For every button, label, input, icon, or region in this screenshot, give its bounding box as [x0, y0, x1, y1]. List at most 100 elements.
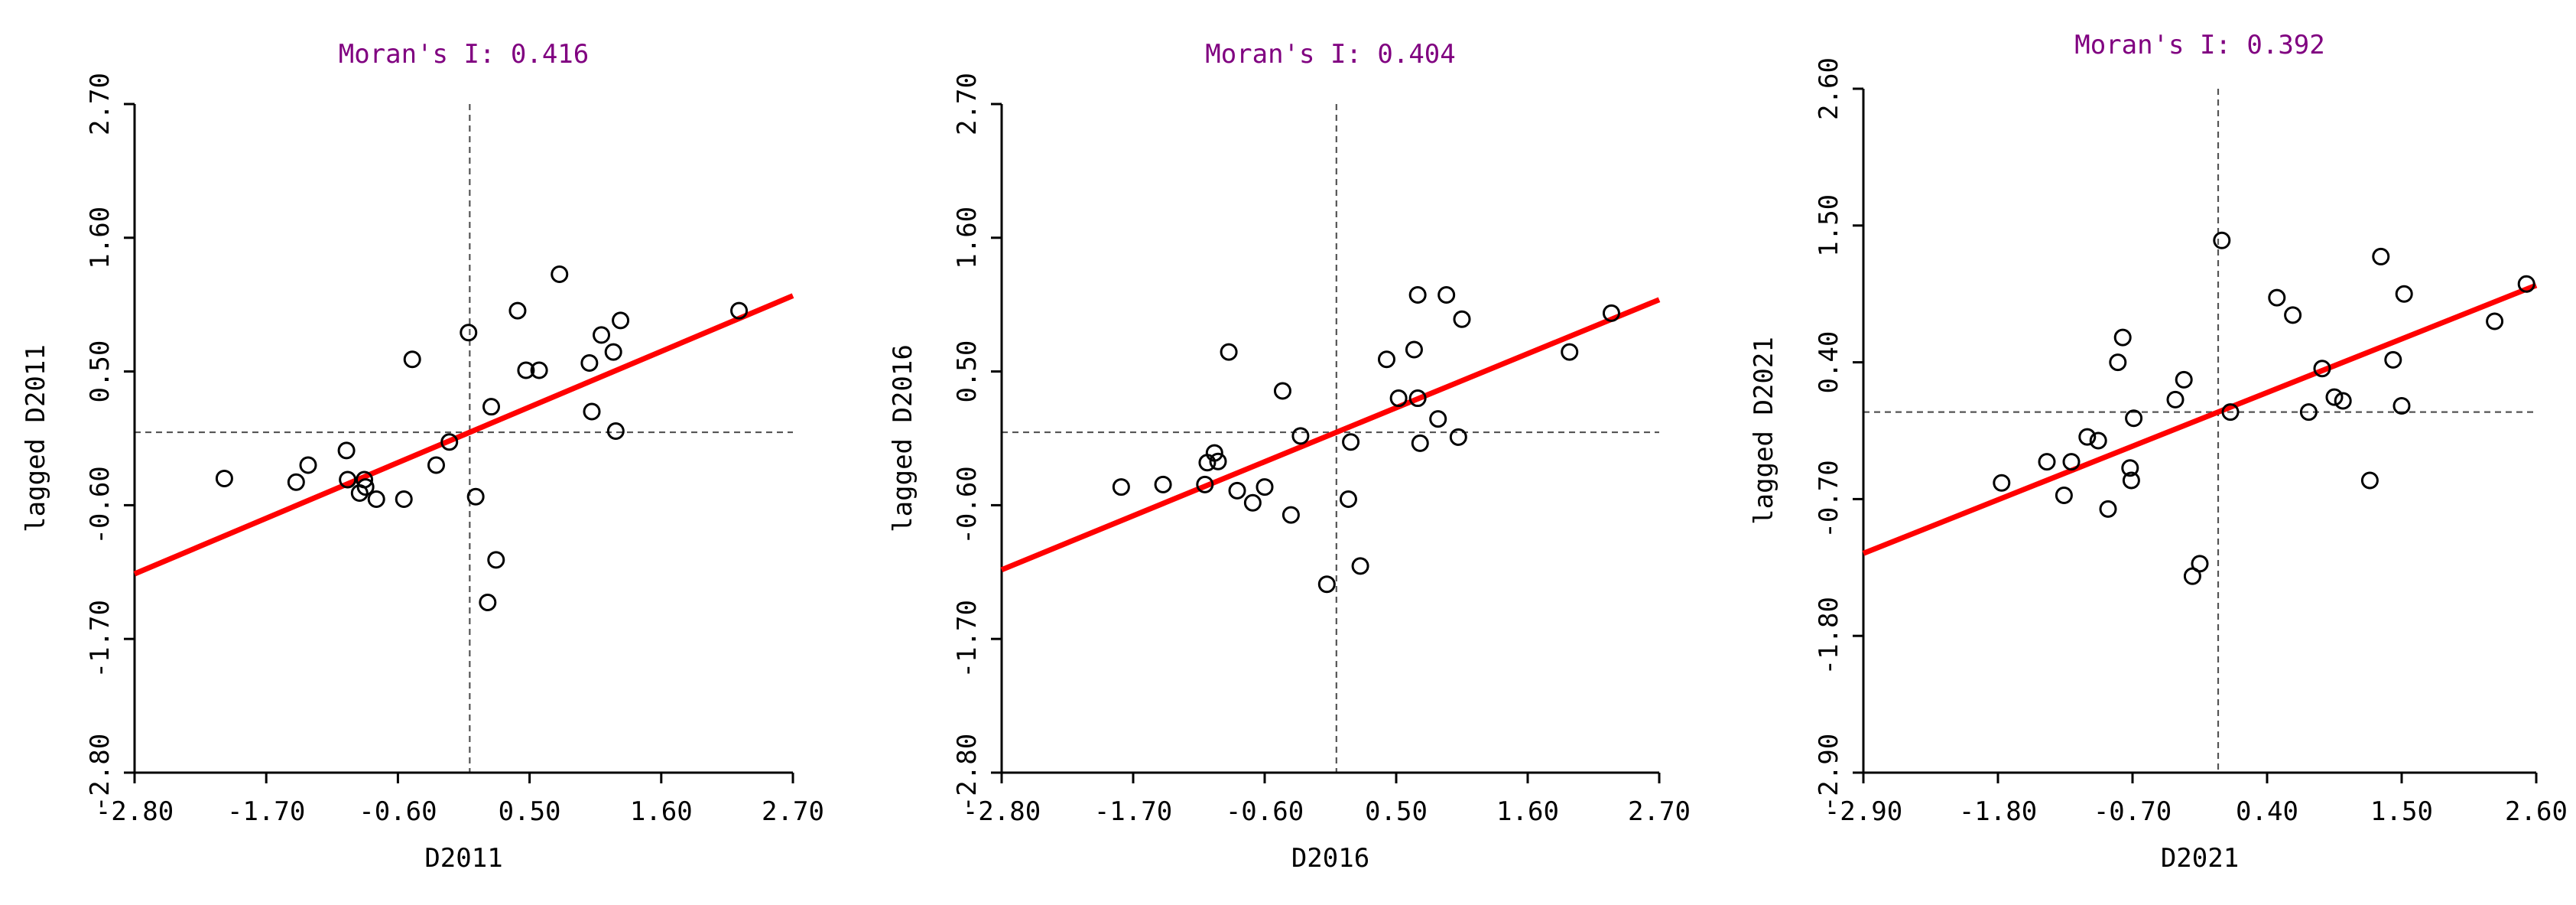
scatter-point: [2109, 353, 2127, 372]
y-tick-label: -1.70: [85, 600, 115, 678]
x-tick-label: 2.70: [762, 796, 824, 827]
scatter-point: [215, 469, 233, 487]
scatter-point: [395, 490, 413, 508]
scatter-point: [2395, 285, 2413, 303]
x-axis-label: D2016: [1291, 843, 1369, 874]
y-tick-label: 0.40: [1814, 331, 1844, 394]
chart-title: Moran's I: 0.416: [339, 39, 590, 70]
x-tick-label: -0.60: [359, 796, 437, 827]
x-tick-label: 0.50: [499, 796, 561, 827]
y-tick-label: 2.70: [952, 73, 983, 135]
scatter-point: [466, 487, 485, 506]
y-tick-label: 2.60: [1814, 57, 1844, 120]
chart-title: Moran's I: 0.392: [2074, 30, 2325, 60]
scatter-point: [1993, 474, 2011, 492]
y-tick-label: -2.80: [952, 734, 983, 812]
scatter-point: [2313, 360, 2331, 378]
scatter-point: [1228, 481, 1246, 500]
y-axis-label: lagged D2011: [21, 344, 51, 532]
x-axis-label: D2021: [2161, 843, 2239, 874]
scatter-point: [1408, 285, 1427, 304]
scatter-point: [2372, 247, 2390, 265]
scatter-point: [1273, 382, 1291, 400]
scatter-point: [2392, 396, 2411, 415]
scatter-point: [2268, 288, 2286, 307]
x-tick-label: 2.60: [2505, 796, 2568, 827]
scatter-point: [2299, 403, 2318, 422]
scatter-point: [1342, 433, 1360, 451]
scatter-point: [2284, 306, 2302, 324]
scatter-point: [1408, 389, 1427, 408]
y-tick-label: -2.80: [85, 734, 115, 812]
y-tick-label: 1.50: [1814, 194, 1844, 257]
scatter-point: [1405, 340, 1423, 359]
scatter-point: [1449, 428, 1467, 446]
scatter-point: [1411, 434, 1429, 452]
scatter-point: [2113, 328, 2132, 347]
moran-scatterplot-d2011: -2.80 -1.70 -0.60 0.50 1.60 2.70 -2.80 -1.70 -0.…: [21, 39, 824, 874]
x-tick-label: -2.80: [96, 796, 174, 827]
scatter-point: [1437, 285, 1456, 304]
moran-scatterplot-d2021: -2.90 -1.80 -0.70 0.40 1.50 2.60 -2.90 -1.80 -0.…: [1749, 30, 2568, 874]
scatter-point: [2166, 390, 2185, 409]
scatter-point: [1205, 444, 1223, 462]
scatter-point: [287, 473, 305, 491]
scatter-point: [2175, 370, 2193, 389]
regression-line: [1000, 297, 1661, 573]
scatter-point: [1220, 343, 1238, 361]
x-tick-label: -1.70: [1094, 796, 1172, 827]
scatter-point: [2078, 428, 2097, 446]
scatter-point: [1351, 557, 1369, 575]
y-tick-label: 2.70: [85, 73, 115, 135]
scatter-point: [2221, 403, 2240, 422]
scatter-point: [339, 470, 357, 489]
scatter-point: [1291, 427, 1310, 445]
scatter-point: [2038, 453, 2056, 471]
x-axis-label: D2011: [424, 843, 502, 874]
scatter-point: [2384, 350, 2402, 369]
scatter-point: [482, 398, 501, 416]
scatter-point: [604, 343, 622, 361]
scatter-point: [2122, 471, 2140, 490]
scatter-point: [2517, 275, 2535, 293]
scatter-point: [1317, 575, 1336, 594]
y-tick-label: -0.70: [1814, 460, 1844, 538]
regression-line: [1862, 282, 2538, 556]
scatter-point: [479, 594, 497, 612]
scatter-point: [530, 361, 548, 379]
scatter-point: [1377, 350, 1395, 369]
scatter-point: [2360, 471, 2379, 490]
scatter-point: [356, 470, 374, 489]
x-tick-label: 0.50: [1365, 796, 1428, 827]
scatter-point: [1389, 389, 1408, 408]
scatter-point: [1453, 310, 1471, 328]
scatter-point: [583, 402, 601, 421]
chart-title: Moran's I: 0.404: [1205, 39, 1456, 70]
x-tick-label: 2.70: [1628, 796, 1691, 827]
y-axis-label: lagged D2021: [1749, 337, 1779, 525]
x-tick-label: -2.80: [963, 796, 1041, 827]
y-tick-label: 0.50: [85, 340, 115, 403]
scatter-point: [1602, 304, 1620, 322]
scatter-point: [1112, 478, 1130, 496]
regression-line: [133, 293, 794, 577]
scatter-point: [1154, 475, 1172, 493]
y-tick-label: -0.60: [85, 466, 115, 544]
scatter-point: [593, 326, 611, 344]
x-tick-label: 1.50: [2370, 796, 2433, 827]
scatter-point: [2121, 459, 2139, 477]
scatter-point: [337, 441, 356, 460]
y-tick-label: 1.60: [952, 207, 983, 269]
scatter-point: [606, 422, 625, 440]
scatter-point: [580, 353, 599, 372]
scatter-point: [356, 478, 375, 496]
scatter-point: [1256, 478, 1274, 496]
scatter-point: [427, 456, 445, 474]
scatter-point: [1209, 452, 1227, 470]
scatter-point: [440, 433, 459, 451]
scatter-point: [367, 490, 385, 508]
scatter-point: [517, 361, 535, 379]
y-tick-label: 0.50: [952, 340, 983, 403]
x-tick-label: -2.90: [1824, 796, 1902, 827]
